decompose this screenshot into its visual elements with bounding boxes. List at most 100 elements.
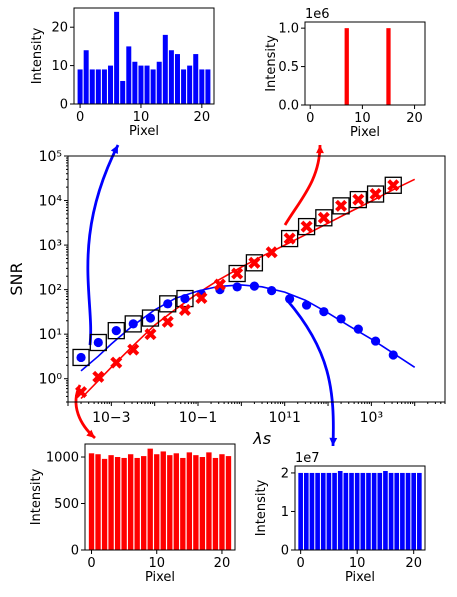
arrowhead-bottom-right	[329, 437, 338, 446]
main-circle-marker	[301, 300, 312, 310]
top-left-bar	[162, 34, 168, 104]
main-cross-marker	[161, 315, 174, 328]
main-cross-marker	[387, 179, 400, 192]
main-ytick-label: 10⁵	[39, 149, 62, 165]
top-left-bar	[108, 65, 114, 104]
main-square-marker	[297, 217, 316, 236]
main-ytick-label: 10¹	[39, 327, 62, 343]
bottom-left-bar	[180, 457, 186, 550]
main-circle-marker	[336, 314, 346, 324]
bottom-right-frame	[294, 465, 426, 551]
top-left-bar	[126, 46, 132, 104]
main-ytick-label: 10⁰	[39, 372, 63, 388]
bottom-right-offset-text: 1e7	[295, 451, 320, 466]
main-xtick-label: 10¹1	[269, 410, 301, 426]
bottom-left-bar	[212, 457, 219, 550]
main-circle-marker	[163, 299, 173, 309]
bottom-right-ytick-label: 1	[281, 505, 289, 520]
main-square-marker	[141, 309, 160, 327]
main-square-marker	[315, 209, 333, 227]
bottom-right-bar	[343, 472, 349, 550]
bottom-left-bar	[88, 453, 95, 550]
top-left-bar	[132, 61, 138, 104]
top-left-bar	[156, 61, 162, 104]
main-circle-marker	[232, 282, 242, 292]
top-left-bar	[193, 54, 199, 104]
bottom-left-bar	[127, 454, 134, 550]
top-right-xtick-label: 20	[406, 111, 423, 126]
main-circle-marker	[388, 350, 398, 360]
top-right-ytick-label: 0.0	[278, 99, 299, 114]
main-cross-marker	[283, 232, 296, 245]
bottom-right-bar	[337, 471, 343, 550]
bottom-right-ytick-label: 0	[281, 544, 289, 559]
top-right-xtick-label: 0	[306, 111, 314, 126]
main-circle-marker	[145, 313, 156, 323]
inset-top-left-histogram: 0 10 20 0 10 20 Pixel Intensity	[30, 7, 215, 139]
bottom-left-bar	[225, 456, 232, 550]
bottom-left-xtick-label: 10	[148, 556, 165, 571]
bottom-right-bar	[354, 472, 360, 550]
main-circle-marker	[111, 326, 121, 336]
main-circle-marker	[128, 319, 138, 329]
main-square-marker	[107, 321, 125, 340]
main-square-marker	[72, 348, 90, 367]
main-cross-marker	[195, 291, 208, 304]
main-square-marker	[349, 190, 367, 209]
bottom-right-bar	[320, 472, 326, 550]
top-left-xtick-label: 0	[76, 110, 84, 125]
bottom-right-xtick-label: 10	[349, 556, 366, 571]
bottom-left-bar	[193, 455, 199, 550]
main-cross-marker	[144, 328, 157, 341]
top-left-bar	[150, 69, 156, 104]
top-left-bar	[77, 69, 83, 104]
main-frame	[67, 155, 446, 403]
bottom-left-bar	[101, 458, 108, 550]
main-ylabel: SNR	[7, 262, 26, 295]
main-ytick-label: 10⁴	[39, 194, 63, 210]
bottom-right-bar	[298, 472, 303, 550]
bottom-right-bar	[388, 472, 394, 550]
main-xlabel: λs	[252, 429, 271, 448]
bottom-right-bar	[394, 472, 400, 550]
main-xtick-label: 10−1	[179, 410, 217, 426]
inset-bottom-right-histogram: 0 10 20 0 1 2 Pixel Intensity 1e7	[254, 451, 426, 585]
top-right-frame	[304, 21, 426, 106]
main-cross-marker	[127, 343, 140, 356]
bottom-left-ytick-label: 1000	[46, 451, 79, 466]
bottom-left-frame	[84, 443, 236, 551]
bottom-left-bar	[134, 457, 140, 550]
main-square-marker	[245, 254, 264, 272]
top-left-bar	[181, 69, 187, 104]
top-right-ylabel: Intensity	[264, 35, 279, 92]
top-right-bar	[344, 28, 349, 105]
arrow-to-top-left	[86, 144, 120, 346]
bottom-right-bar	[332, 472, 337, 550]
connector-arrows	[74, 144, 338, 447]
main-square-marker	[384, 176, 402, 194]
main-cross-marker	[369, 188, 382, 201]
main-cross-marker	[335, 199, 348, 212]
arrowhead-bottom-left	[86, 429, 95, 438]
main-square-marker	[176, 289, 194, 308]
top-left-ytick-label: 0	[60, 98, 68, 113]
main-cross-marker	[352, 193, 365, 206]
main-circle-marker	[93, 337, 103, 348]
top-left-bar	[168, 50, 174, 104]
top-right-xlabel: Pixel	[350, 125, 380, 140]
main-cross-marker	[248, 256, 261, 269]
main-cross-marker	[178, 303, 191, 316]
top-left-bar	[120, 80, 126, 104]
bottom-right-bar	[400, 472, 405, 550]
main-xtick-label: 10³	[360, 410, 383, 426]
top-left-bar	[138, 65, 144, 104]
bottom-left-ylabel: Intensity	[29, 468, 44, 525]
bottom-right-xtick-label: 0	[297, 556, 305, 571]
main-circle-marker	[249, 281, 260, 291]
bottom-right-bar	[309, 472, 315, 550]
bottom-left-bar	[121, 457, 127, 550]
bottom-right-bar	[405, 472, 411, 550]
main-circle-marker	[76, 352, 86, 363]
bottom-left-bar	[167, 455, 173, 550]
bottom-left-bar	[141, 456, 147, 550]
